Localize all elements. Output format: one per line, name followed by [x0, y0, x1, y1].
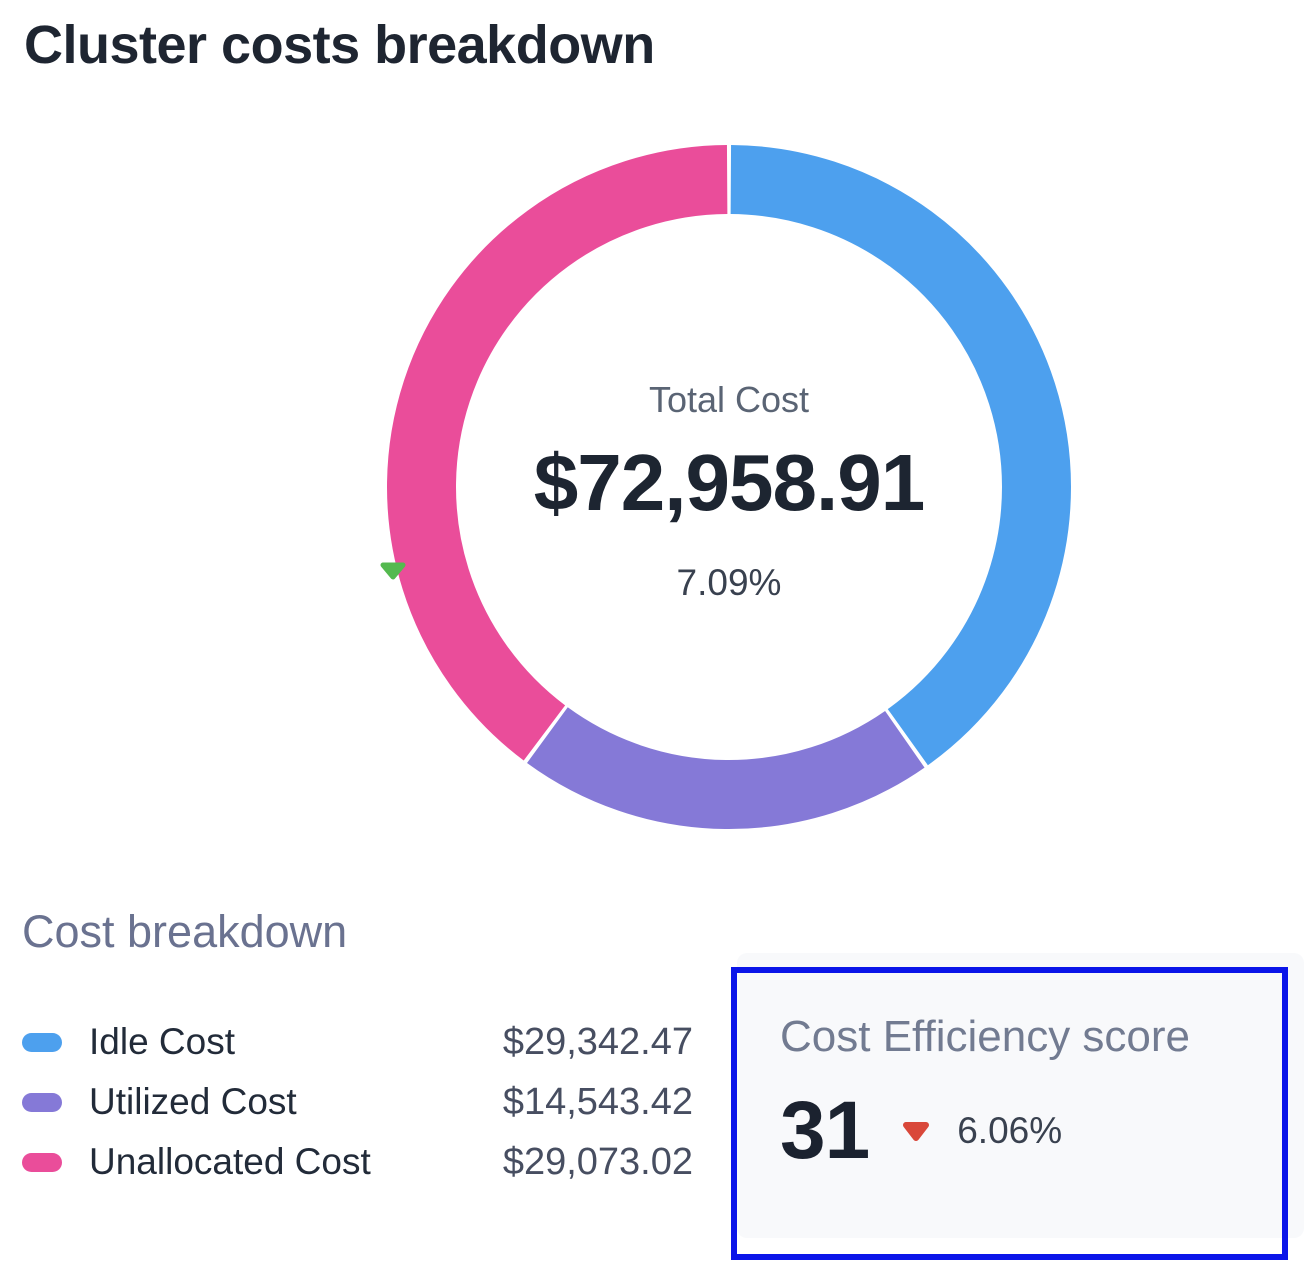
donut-chart-svg — [387, 145, 1071, 829]
legend-item-unallocated-cost[interactable]: Unallocated Cost $29,073.02 — [22, 1140, 693, 1183]
legend-item-value: $29,073.02 — [502, 1140, 693, 1183]
legend-item-label: Idle Cost — [89, 1021, 236, 1062]
utilized-cost-swatch-icon — [22, 1092, 62, 1112]
legend-item-label: Utilized Cost — [89, 1081, 297, 1122]
cost-efficiency-title: Cost Efficiency score — [780, 1012, 1191, 1061]
cost-efficiency-score: 31 — [780, 1085, 870, 1176]
unallocated-cost-swatch-icon — [22, 1152, 62, 1172]
cost-efficiency-card — [737, 953, 1304, 1238]
legend-item-value: $29,342.47 — [502, 1020, 693, 1063]
trend-down-icon — [903, 1122, 930, 1141]
donut-change-value: 7.09% — [676, 562, 782, 603]
legend-item-idle-cost[interactable]: Idle Cost $29,342.47 — [22, 1020, 693, 1063]
donut-segment-unallocated-cost[interactable] — [387, 145, 728, 761]
cost-efficiency-score-row: 31 6.06% — [780, 1090, 1062, 1172]
idle-cost-swatch-icon — [22, 1032, 62, 1052]
donut-segment-idle-cost[interactable] — [730, 145, 1071, 766]
legend-title: Cost breakdown — [22, 906, 348, 957]
trend-down-icon — [380, 562, 406, 580]
cost-efficiency-change-value: 6.06% — [957, 1110, 1063, 1151]
cost-efficiency-change-row: 6.06% — [901, 1110, 1062, 1152]
donut-center-label: Total Cost — [648, 379, 810, 420]
page-title: Cluster costs breakdown — [24, 15, 655, 75]
cost-breakdown-legend: Idle Cost $29,342.47 Utilized Cost $14,5… — [22, 1020, 693, 1203]
donut-segment-utilized-cost[interactable] — [527, 707, 925, 829]
donut-chart: Total Cost $72,958.91 7.09% — [379, 137, 1079, 837]
legend-item-label: Unallocated Cost — [89, 1141, 371, 1182]
donut-total-value: $72,958.91 — [533, 438, 925, 527]
legend-item-utilized-cost[interactable]: Utilized Cost $14,543.42 — [22, 1080, 693, 1123]
donut-change-row: 7.09% — [379, 561, 1079, 605]
legend-item-value: $14,543.42 — [502, 1080, 693, 1123]
